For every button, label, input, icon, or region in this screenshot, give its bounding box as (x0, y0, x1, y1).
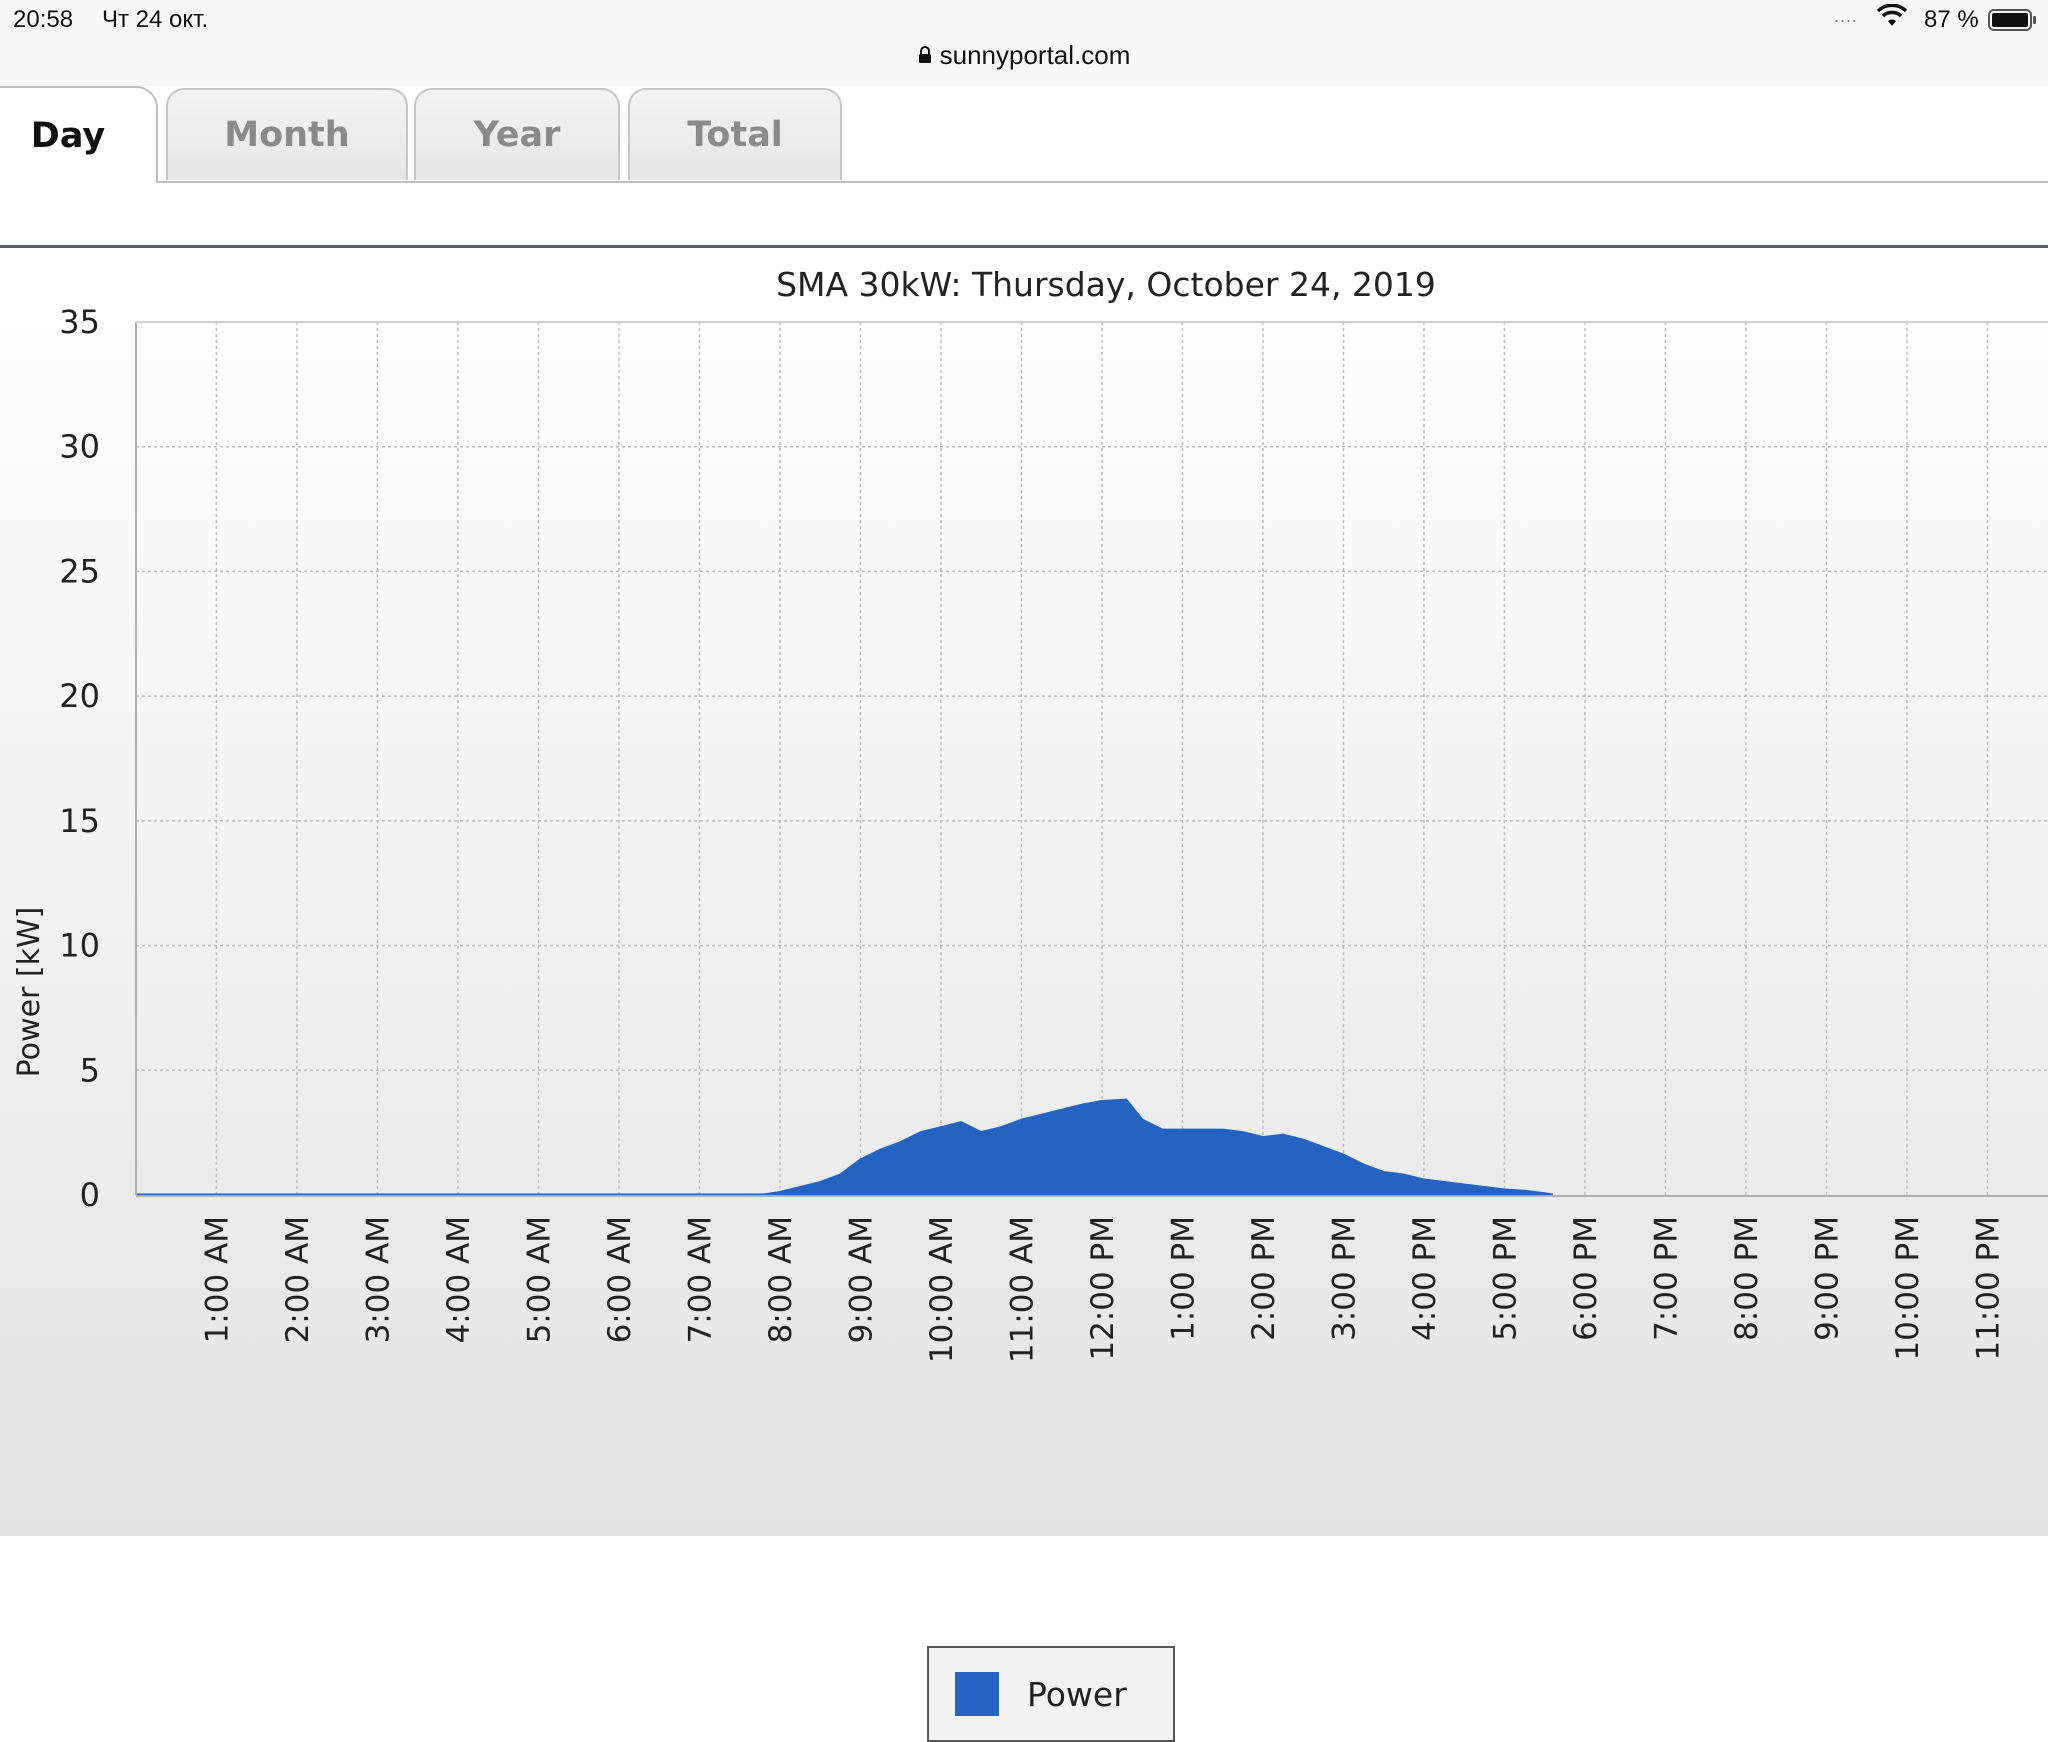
y-tick-label: 10 (59, 927, 100, 965)
chart-legend: Power (927, 1646, 1175, 1742)
tab-day[interactable]: Day (0, 86, 158, 183)
x-tick-label: 9:00 PM (1809, 1216, 1845, 1341)
address-bar[interactable]: sunnyportal.com (0, 40, 2048, 87)
battery-percent: 87 % (1924, 6, 1979, 33)
x-tick-label: 2:00 AM (280, 1216, 316, 1343)
y-tick-label: 20 (59, 677, 100, 715)
y-tick-label: 25 (59, 552, 100, 590)
x-tick-label: 4:00 PM (1407, 1216, 1443, 1341)
power-chart: SMA 30kW: Thursday, October 24, 2019 Pow… (12, 265, 2048, 1363)
x-tick-label: 1:00 PM (1165, 1216, 1201, 1341)
status-bar: 20:58 Чт 24 окт. .... 87 % (0, 0, 2048, 40)
status-time: 20:58 (13, 6, 74, 33)
y-tick-label: 30 (59, 428, 100, 466)
tab-total[interactable]: Total (628, 88, 842, 180)
y-tick-labels: 0 5 10 15 20 25 30 35 (59, 303, 100, 1214)
legend-swatch-power (955, 1672, 999, 1716)
chart-panel: SMA 30kW: Thursday, October 24, 2019 Pow… (0, 248, 2048, 1742)
y-axis-label: Power [kW] (12, 907, 47, 1078)
content-separator (0, 245, 2048, 248)
x-tick-label: 11:00 PM (1970, 1216, 2006, 1361)
y-tick-label: 5 (80, 1051, 100, 1089)
battery-icon (1988, 9, 2038, 38)
legend-label-power: Power (1027, 1674, 1127, 1714)
wifi-icon (1876, 3, 1908, 35)
x-tick-label: 9:00 AM (843, 1216, 879, 1343)
x-tick-label: 8:00 PM (1729, 1216, 1765, 1341)
x-tick-label: 1:00 AM (199, 1216, 235, 1343)
x-tick-label: 3:00 AM (360, 1216, 396, 1343)
x-tick-label: 2:00 PM (1246, 1216, 1282, 1341)
chart-grid (136, 321, 2048, 1195)
x-tick-label: 6:00 PM (1568, 1216, 1604, 1341)
x-tick-label: 8:00 AM (763, 1216, 799, 1343)
signal-strength: .... (1834, 6, 1859, 26)
x-tick-label: 10:00 AM (924, 1216, 960, 1363)
x-tick-label: 7:00 AM (682, 1216, 718, 1343)
y-tick-label: 0 (80, 1176, 100, 1214)
tab-baseline (156, 181, 2048, 183)
x-tick-label: 7:00 PM (1648, 1216, 1684, 1341)
x-tick-label: 4:00 AM (441, 1216, 477, 1343)
y-tick-label: 15 (59, 802, 100, 840)
x-tick-label: 12:00 PM (1085, 1216, 1121, 1361)
x-tick-label: 11:00 AM (1004, 1216, 1040, 1363)
tab-bar: Day Month Year Total (0, 86, 2048, 184)
x-tick-label: 5:00 PM (1487, 1216, 1523, 1341)
x-tick-label: 5:00 AM (521, 1216, 557, 1343)
x-tick-labels: 1:00 AM 2:00 AM 3:00 AM 4:00 AM 5:00 AM 6:00 … (199, 1216, 2006, 1363)
y-tick-label: 35 (59, 303, 100, 341)
series-power-area (135, 1098, 1553, 1197)
x-tick-label: 3:00 PM (1326, 1216, 1362, 1341)
chart-axes (135, 321, 2048, 1197)
tab-month[interactable]: Month (166, 88, 408, 180)
chart-title: SMA 30kW: Thursday, October 24, 2019 (776, 265, 1436, 304)
x-tick-label: 6:00 AM (602, 1216, 638, 1343)
x-tick-label: 10:00 PM (1890, 1216, 1926, 1361)
url-domain: sunnyportal.com (939, 40, 1131, 70)
chart-series-area (135, 1098, 1553, 1197)
tab-year[interactable]: Year (414, 88, 620, 180)
status-date: Чт 24 окт. (102, 6, 209, 33)
lock-icon (918, 40, 932, 70)
